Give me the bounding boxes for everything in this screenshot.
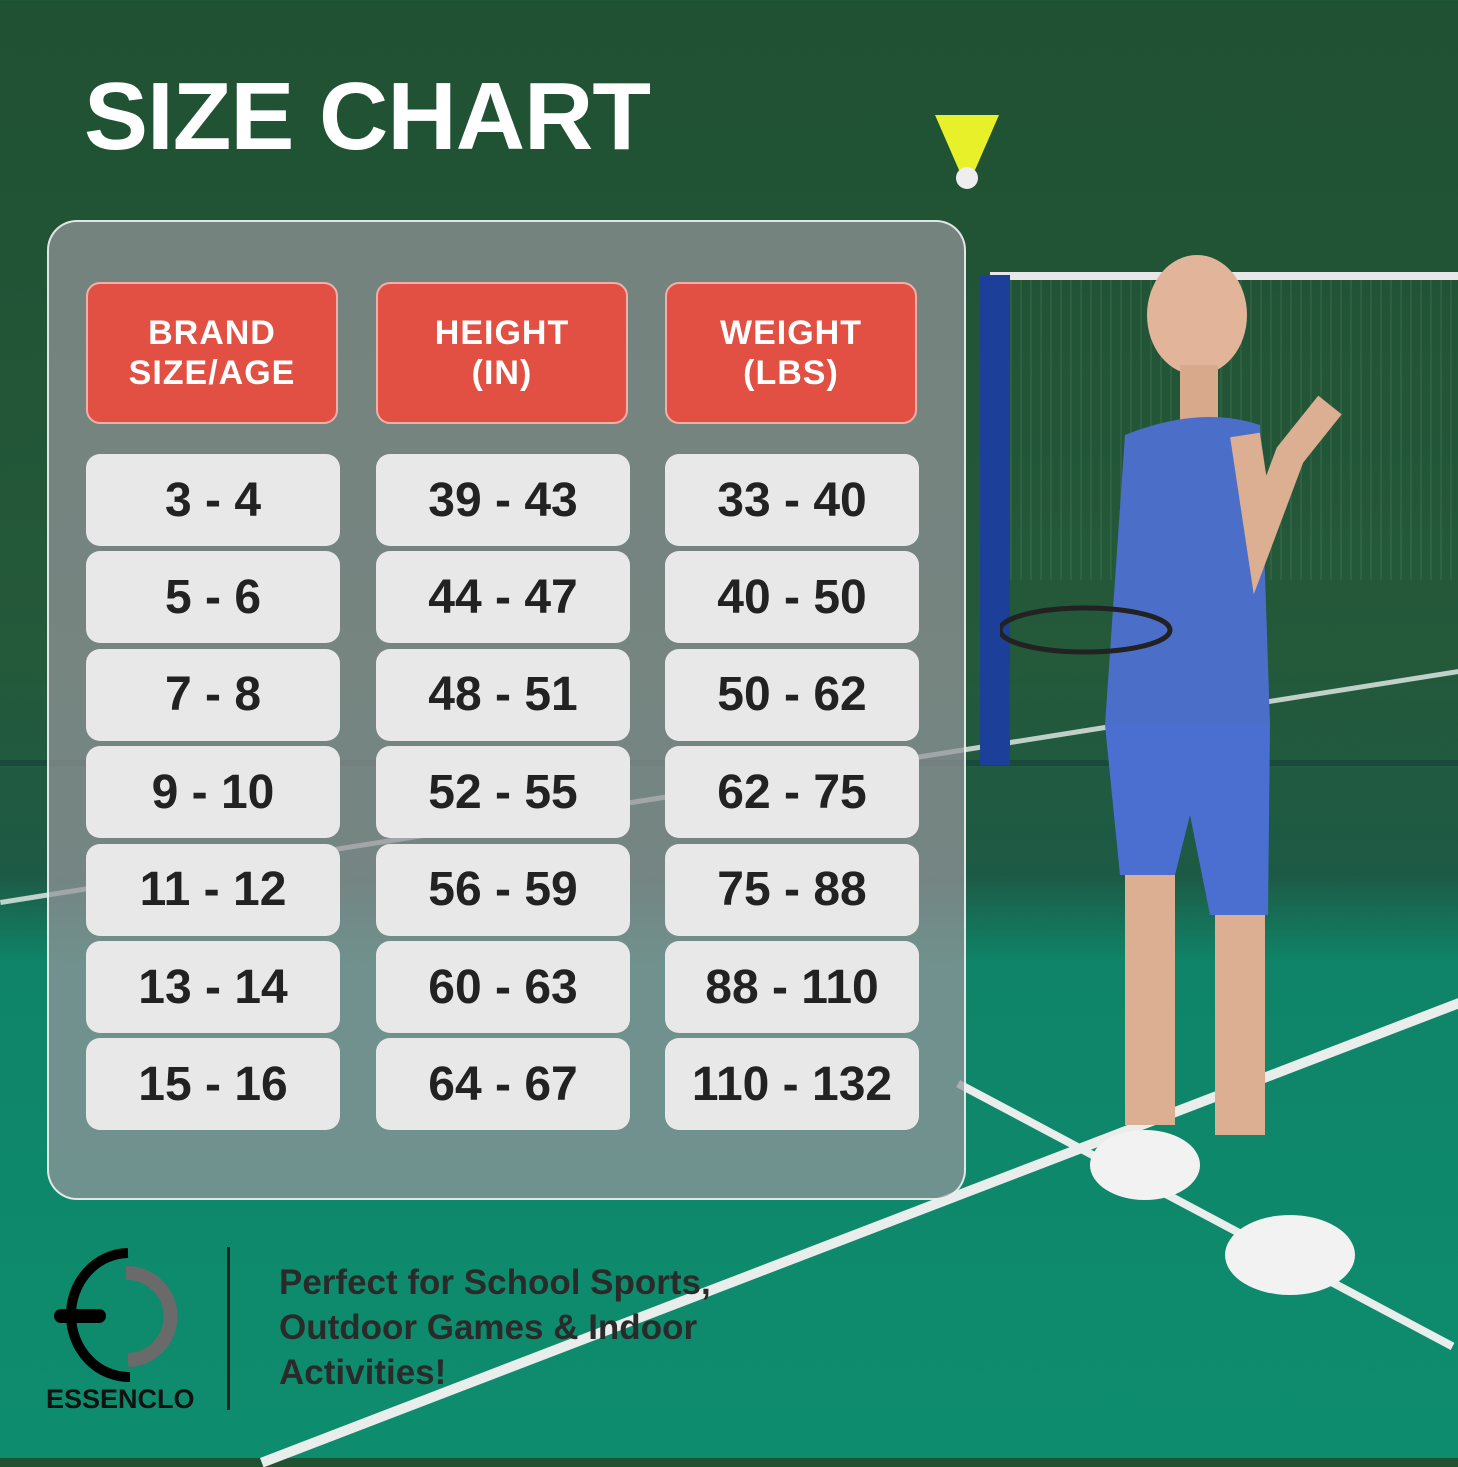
girl-player-image bbox=[1000, 255, 1355, 1295]
page-title: SIZE CHART bbox=[84, 63, 651, 170]
net-post bbox=[980, 275, 1010, 765]
table-cell: 39 - 43 bbox=[376, 454, 630, 546]
table-cell: 56 - 59 bbox=[376, 843, 630, 936]
table-cell: 62 - 75 bbox=[665, 746, 919, 839]
table-cell: 52 - 55 bbox=[376, 746, 630, 839]
table-cell: 33 - 40 bbox=[665, 454, 919, 546]
table-cell: 3 - 4 bbox=[86, 454, 340, 546]
column-header: HEIGHT (IN) bbox=[376, 282, 628, 424]
table-cell: 88 - 110 bbox=[665, 941, 919, 1033]
essenclo-logo bbox=[54, 1248, 178, 1383]
table-cell: 48 - 51 bbox=[376, 648, 630, 741]
table-cell: 7 - 8 bbox=[86, 648, 340, 741]
table-cell: 15 - 16 bbox=[86, 1038, 340, 1131]
table-cell: 75 - 88 bbox=[665, 843, 919, 936]
table-cell: 110 - 132 bbox=[665, 1038, 919, 1131]
table-cell: 50 - 62 bbox=[665, 648, 919, 741]
column-header: BRAND SIZE/AGE bbox=[86, 282, 338, 424]
table-cell: 13 - 14 bbox=[86, 941, 340, 1033]
table-cell: 44 - 47 bbox=[376, 551, 630, 644]
table-cell: 9 - 10 bbox=[86, 746, 340, 839]
table-cell: 5 - 6 bbox=[86, 551, 340, 644]
table-cell: 11 - 12 bbox=[86, 843, 340, 936]
column-header: WEIGHT (LBS) bbox=[665, 282, 917, 424]
shuttlecock-image bbox=[935, 115, 999, 189]
table-cell: 40 - 50 bbox=[665, 551, 919, 644]
table-cell: 60 - 63 bbox=[376, 941, 630, 1033]
brand-name: ESSENCLO bbox=[46, 1384, 195, 1414]
tagline: Perfect for School Sports, Outdoor Games… bbox=[279, 1263, 711, 1392]
divider bbox=[227, 1247, 230, 1410]
table-cell: 64 - 67 bbox=[376, 1038, 630, 1131]
